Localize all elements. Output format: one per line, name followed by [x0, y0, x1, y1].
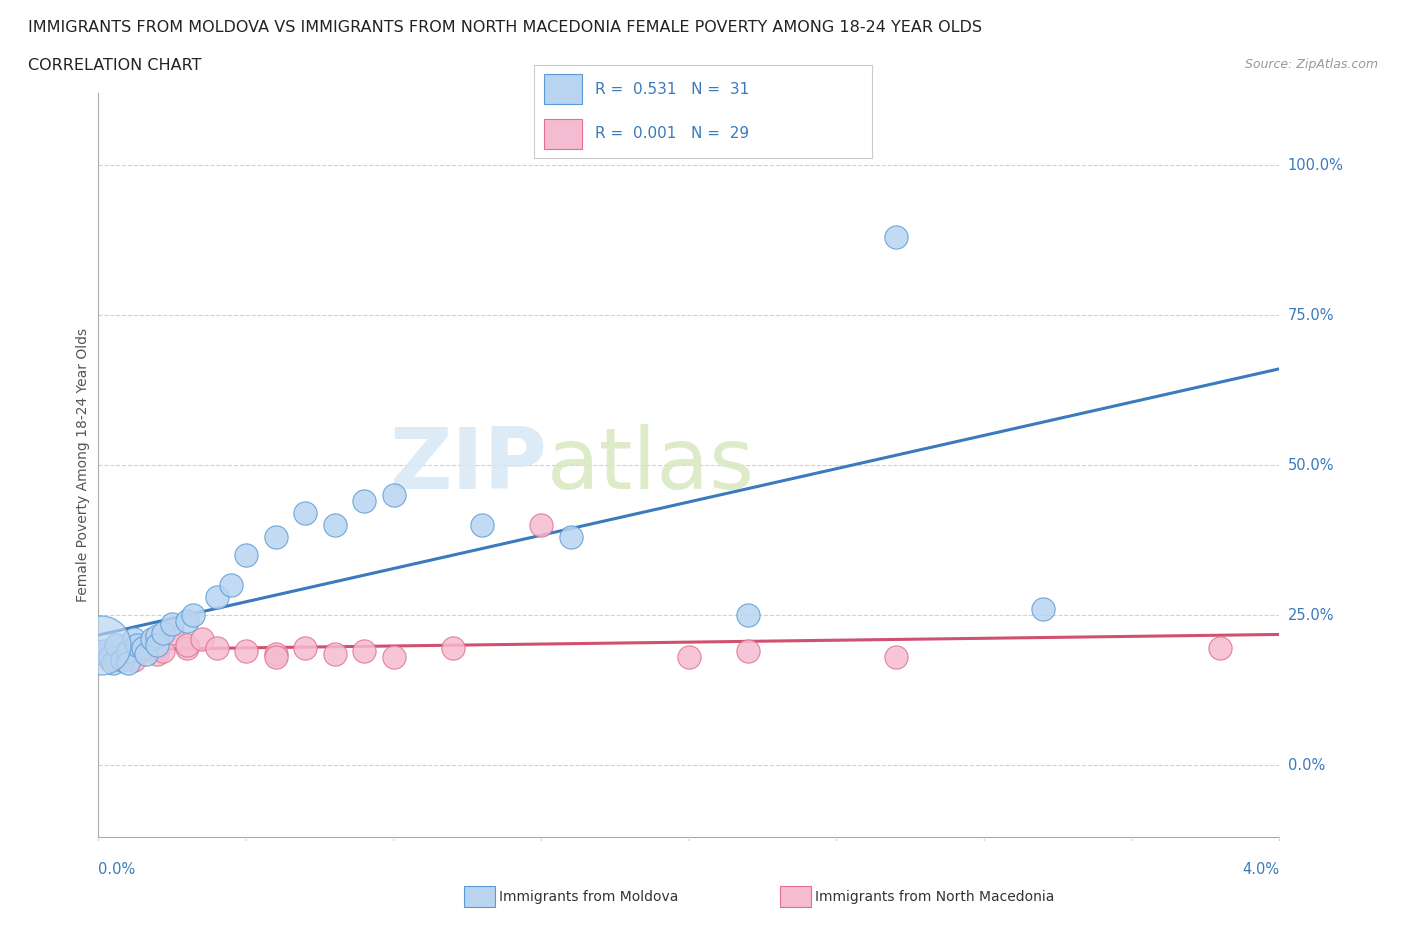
Point — [294, 506, 316, 521]
Point — [122, 631, 145, 646]
Text: ZIP: ZIP — [389, 423, 547, 507]
Point — [678, 649, 700, 664]
Point — [111, 646, 134, 661]
Text: 0.0%: 0.0% — [1288, 758, 1324, 773]
Point — [382, 649, 405, 664]
Point — [219, 578, 242, 592]
Text: atlas: atlas — [547, 423, 755, 507]
Point — [146, 629, 169, 644]
Point — [264, 646, 287, 661]
Point — [146, 646, 169, 661]
Point — [132, 641, 155, 656]
Point — [471, 518, 494, 533]
Point — [125, 638, 148, 653]
Text: 75.0%: 75.0% — [1288, 308, 1334, 323]
Point — [176, 641, 198, 656]
Point — [135, 646, 157, 661]
Y-axis label: Female Poverty Among 18-24 Year Olds: Female Poverty Among 18-24 Year Olds — [76, 328, 90, 602]
Point — [146, 641, 169, 656]
Point — [105, 649, 128, 664]
FancyBboxPatch shape — [544, 119, 582, 149]
Point — [117, 644, 139, 658]
Point — [152, 644, 174, 658]
Point — [884, 649, 907, 664]
Text: 0.0%: 0.0% — [98, 862, 135, 877]
Point — [235, 548, 257, 563]
Text: 100.0%: 100.0% — [1288, 157, 1344, 172]
Point — [1032, 602, 1054, 617]
Point — [105, 638, 128, 653]
Point — [93, 644, 115, 658]
Point — [152, 626, 174, 641]
Point — [441, 641, 464, 656]
Point — [205, 590, 228, 604]
Text: R =  0.001   N =  29: R = 0.001 N = 29 — [595, 126, 749, 141]
Point — [111, 653, 134, 668]
Point — [737, 607, 759, 622]
Point — [560, 529, 582, 544]
Point — [353, 644, 375, 658]
Text: Immigrants from Moldova: Immigrants from Moldova — [499, 889, 679, 904]
Point — [382, 487, 405, 502]
FancyBboxPatch shape — [544, 74, 582, 104]
Text: CORRELATION CHART: CORRELATION CHART — [28, 58, 201, 73]
Text: R =  0.531   N =  31: R = 0.531 N = 31 — [595, 82, 749, 97]
Text: 50.0%: 50.0% — [1288, 458, 1334, 472]
Point — [117, 656, 139, 671]
Point — [93, 646, 115, 661]
Point — [737, 644, 759, 658]
Point — [135, 638, 157, 653]
Point — [98, 653, 121, 668]
Point — [235, 644, 257, 658]
Point — [117, 649, 139, 664]
Point — [162, 626, 183, 641]
Point — [103, 656, 124, 671]
Point — [323, 646, 346, 661]
Point — [141, 631, 163, 646]
Point — [128, 644, 150, 658]
Text: Immigrants from North Macedonia: Immigrants from North Macedonia — [815, 889, 1054, 904]
Point — [176, 614, 198, 629]
Point — [884, 230, 907, 245]
Point — [176, 638, 198, 653]
Point — [162, 617, 183, 631]
Text: IMMIGRANTS FROM MOLDOVA VS IMMIGRANTS FROM NORTH MACEDONIA FEMALE POVERTY AMONG : IMMIGRANTS FROM MOLDOVA VS IMMIGRANTS FR… — [28, 20, 983, 35]
Point — [323, 518, 346, 533]
Point — [122, 653, 145, 668]
Point — [294, 641, 316, 656]
Point — [264, 529, 287, 544]
Point — [98, 649, 121, 664]
Point — [90, 638, 112, 653]
Point — [181, 607, 204, 622]
Point — [1209, 641, 1232, 656]
Text: Source: ZipAtlas.com: Source: ZipAtlas.com — [1244, 58, 1378, 71]
Point — [146, 638, 169, 653]
Point — [353, 494, 375, 509]
Text: 4.0%: 4.0% — [1243, 862, 1279, 877]
Point — [530, 518, 553, 533]
Point — [191, 631, 214, 646]
Point — [264, 649, 287, 664]
Point — [205, 641, 228, 656]
Text: 25.0%: 25.0% — [1288, 607, 1334, 622]
